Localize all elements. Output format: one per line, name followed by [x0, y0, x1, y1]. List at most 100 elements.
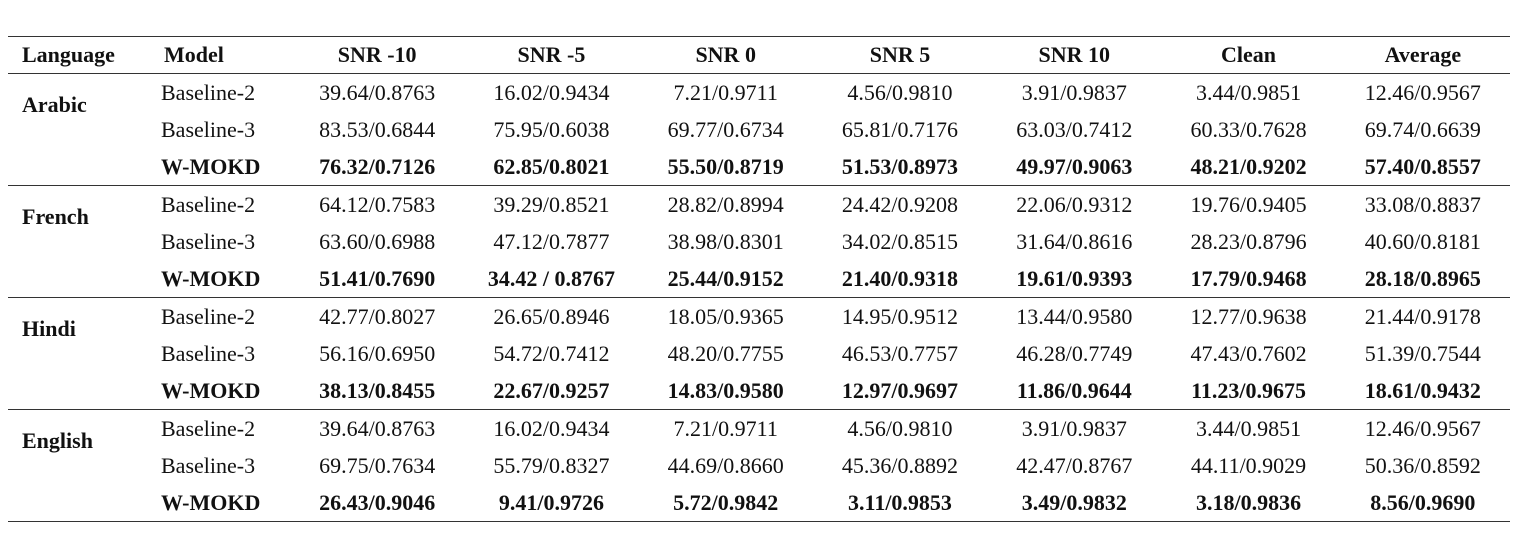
- model-cell: W-MOKD: [150, 372, 290, 410]
- value-cell: 22.67/0.9257: [464, 372, 639, 410]
- value-cell: 39.29/0.8521: [493, 191, 610, 217]
- value-cell: 55.79/0.8327: [493, 452, 610, 478]
- value-cell: 12.97/0.9697: [812, 372, 988, 410]
- model-cell: Baseline-2: [161, 191, 256, 217]
- value-cell: 26.43/0.9046: [290, 484, 465, 522]
- value-cell: 42.47/0.8767: [1016, 452, 1133, 478]
- model-cell: Baseline-3: [161, 228, 256, 254]
- table-row: Arabic Baseline-2 39.64/0.8763 16.02/0.9434…: [8, 73, 1510, 186]
- column-header: SNR -10: [290, 36, 465, 74]
- value-cell: 14.95/0.9512: [841, 303, 959, 329]
- value-cell: 25.44/0.9152: [638, 260, 813, 298]
- column-header: SNR 10: [987, 36, 1162, 74]
- value-cell: 4.56/0.9810: [847, 79, 953, 105]
- value-cell: 47.43/0.7602: [1190, 340, 1307, 366]
- value-cell: 76.32/0.7126: [290, 148, 465, 186]
- value-cell: 22.06/0.9312: [1016, 191, 1133, 217]
- table-body: Arabic Baseline-2 39.64/0.8763 16.02/0.9434…: [8, 73, 1510, 522]
- value-cell: 57.40/0.8557: [1335, 148, 1510, 186]
- value-cell: 55.50/0.8719: [638, 148, 813, 186]
- value-cell: 31.64/0.8616: [1016, 228, 1133, 254]
- column-header: SNR -5: [464, 36, 639, 74]
- value-cell: 62.85/0.8021: [464, 148, 639, 186]
- value-cell: 39.64/0.8763: [319, 415, 436, 441]
- table-row: Baseline-3 83.53/0.6844 75.95/0.6038 69.77/…: [8, 111, 1510, 148]
- column-header: Model: [150, 36, 290, 74]
- value-cell: 28.82/0.8994: [667, 191, 784, 217]
- table-row: Hindi Baseline-2 42.77/0.8027 26.65/0.8946 1…: [8, 297, 1510, 410]
- model-cell: Baseline-2: [161, 303, 256, 329]
- value-cell: 48.20/0.7755: [667, 340, 784, 366]
- column-header: Clean: [1161, 36, 1336, 74]
- value-cell: 69.77/0.6734: [667, 116, 784, 142]
- column-header: SNR 0: [638, 36, 813, 74]
- column-header: SNR 5: [812, 36, 988, 74]
- table-row: W-MOKD 38.13/0.8455 22.67/0.9257 14.83/0.95…: [8, 372, 1510, 410]
- value-cell: 69.74/0.6639: [1364, 116, 1481, 142]
- value-cell: 63.60/0.6988: [319, 228, 436, 254]
- value-cell: 3.44/0.9851: [1195, 79, 1302, 105]
- value-cell: 45.36/0.8892: [841, 452, 959, 478]
- value-cell: 5.72/0.9842: [638, 484, 813, 522]
- value-cell: 54.72/0.7412: [493, 340, 610, 366]
- value-cell: 51.39/0.7544: [1364, 340, 1481, 366]
- value-cell: 11.86/0.9644: [987, 372, 1162, 410]
- value-cell: 3.18/0.9836: [1161, 484, 1336, 522]
- value-cell: 34.02/0.8515: [841, 228, 959, 254]
- value-cell: 19.76/0.9405: [1190, 191, 1307, 217]
- model-cell: W-MOKD: [150, 484, 290, 522]
- value-cell: 7.21/0.9711: [673, 79, 778, 105]
- value-cell: 18.61/0.9432: [1335, 372, 1510, 410]
- model-cell: W-MOKD: [150, 260, 290, 298]
- value-cell: 14.83/0.9580: [638, 372, 813, 410]
- value-cell: 44.11/0.9029: [1190, 452, 1307, 478]
- value-cell: 64.12/0.7583: [319, 191, 436, 217]
- value-cell: 11.23/0.9675: [1161, 372, 1336, 410]
- language-cell: Hindi: [8, 297, 150, 410]
- value-cell: 83.53/0.6844: [319, 116, 436, 142]
- model-cell: Baseline-2: [161, 415, 256, 441]
- value-cell: 3.11/0.9853: [812, 484, 988, 522]
- value-cell: 40.60/0.8181: [1364, 228, 1481, 254]
- value-cell: 39.64/0.8763: [319, 79, 436, 105]
- value-cell: 17.79/0.9468: [1161, 260, 1336, 298]
- value-cell: 12.46/0.9567: [1364, 415, 1481, 441]
- value-cell: 12.46/0.9567: [1364, 79, 1481, 105]
- value-cell: 24.42/0.9208: [841, 191, 959, 217]
- language-cell: French: [8, 185, 150, 298]
- value-cell: 48.21/0.9202: [1161, 148, 1336, 186]
- language-cell: Arabic: [8, 73, 150, 186]
- value-cell: 33.08/0.8837: [1364, 191, 1481, 217]
- table-row: Baseline-3 69.75/0.7634 55.79/0.8327 44.69/…: [8, 447, 1510, 484]
- table-row: French Baseline-2 64.12/0.7583 39.29/0.8521…: [8, 185, 1510, 298]
- value-cell: 9.41/0.9726: [464, 484, 639, 522]
- table-row: W-MOKD 26.43/0.9046 9.41/0.9726 5.72/0.9842…: [8, 484, 1510, 522]
- table-row: Baseline-3 63.60/0.6988 47.12/0.7877 38.98/…: [8, 223, 1510, 260]
- value-cell: 28.18/0.8965: [1335, 260, 1510, 298]
- value-cell: 51.53/0.8973: [812, 148, 988, 186]
- model-cell: Baseline-3: [161, 116, 256, 142]
- value-cell: 34.42 / 0.8767: [464, 260, 639, 298]
- value-cell: 42.77/0.8027: [319, 303, 436, 329]
- value-cell: 8.56/0.9690: [1335, 484, 1510, 522]
- value-cell: 3.91/0.9837: [1021, 79, 1127, 105]
- table-row: English Baseline-2 39.64/0.8763 16.02/0.943…: [8, 409, 1510, 522]
- header-row: Language Model SNR -10 SNR -5 SNR 0 SNR 5 SNR …: [8, 36, 1510, 74]
- value-cell: 63.03/0.7412: [1016, 116, 1133, 142]
- table-row: W-MOKD 76.32/0.7126 62.85/0.8021 55.50/0.87…: [8, 148, 1510, 186]
- value-cell: 16.02/0.9434: [493, 415, 610, 441]
- value-cell: 12.77/0.9638: [1190, 303, 1307, 329]
- language-cell: English: [8, 409, 150, 522]
- value-cell: 21.44/0.9178: [1364, 303, 1481, 329]
- value-cell: 47.12/0.7877: [493, 228, 610, 254]
- value-cell: 3.49/0.9832: [987, 484, 1162, 522]
- value-cell: 44.69/0.8660: [667, 452, 784, 478]
- value-cell: 38.98/0.8301: [667, 228, 784, 254]
- value-cell: 7.21/0.9711: [673, 415, 778, 441]
- column-header: Average: [1335, 36, 1510, 74]
- value-cell: 51.41/0.7690: [290, 260, 465, 298]
- value-cell: 16.02/0.9434: [493, 79, 610, 105]
- value-cell: 18.05/0.9365: [667, 303, 784, 329]
- value-cell: 13.44/0.9580: [1016, 303, 1133, 329]
